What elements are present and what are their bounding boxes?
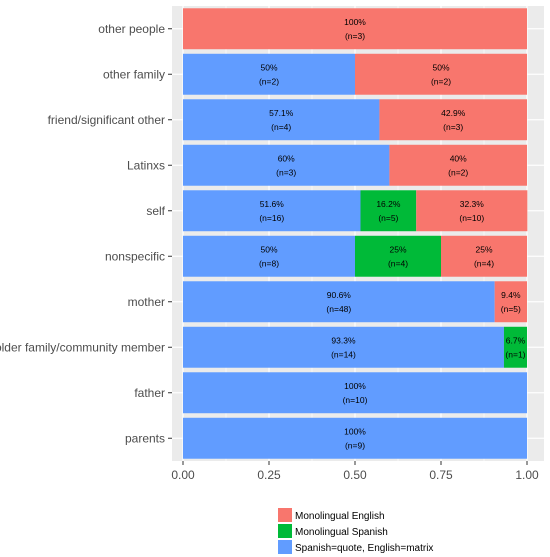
x-axis: 0.00 0.25 0.50 0.75 1.00	[171, 461, 539, 482]
bar-segment	[503, 326, 527, 368]
bar-percent-label: 100%	[344, 426, 366, 436]
bar-count-label: (n=48)	[326, 304, 351, 314]
bar-segment	[379, 99, 527, 141]
bar-count-label: (n=3)	[443, 122, 463, 132]
y-tick-label: other family	[103, 67, 165, 81]
legend-label: Monolingual Spanish	[295, 527, 388, 538]
legend-key	[278, 540, 292, 554]
bar-percent-label: 16.2%	[376, 199, 401, 209]
bar-percent-label: 32.3%	[460, 199, 485, 209]
bar-percent-label: 60%	[278, 153, 295, 163]
bar-count-label: (n=8)	[259, 258, 279, 268]
bar-segment	[183, 372, 527, 414]
bar-segment	[183, 144, 390, 186]
bar-segment	[360, 190, 417, 232]
bar-segment	[389, 144, 527, 186]
bar-percent-label: 42.9%	[441, 108, 466, 118]
bar-count-label: (n=2)	[431, 76, 451, 86]
bar-segment	[183, 417, 527, 459]
x-tick-label: 0.25	[257, 468, 281, 482]
bar-count-label: (n=5)	[501, 304, 521, 314]
bar-count-label: (n=16)	[259, 213, 284, 223]
legend-label: Monolingual English	[295, 511, 385, 522]
bar-labels: 100% (n=3) 50% (n=2) 50% (n=2) 57.1% (n=4) 42.9%…	[259, 17, 526, 451]
bar-percent-label: 51.6%	[260, 199, 285, 209]
y-tick-label: friend/significant other	[48, 113, 165, 127]
y-tick-label: Latinxs	[127, 158, 165, 172]
legend: Monolingual English Monolingual Spanish Sp…	[278, 508, 433, 554]
legend-label: Spanish=quote, English=matrix	[295, 543, 433, 554]
legend-key	[278, 508, 292, 522]
bar-count-label: (n=10)	[343, 395, 368, 405]
y-tick-label: parents	[125, 431, 165, 445]
bar-count-label: (n=10)	[459, 213, 484, 223]
bar-count-label: (n=1)	[505, 349, 525, 359]
bar-percent-label: 93.3%	[331, 335, 356, 345]
y-tick-label: father	[134, 386, 165, 400]
y-axis: other people other family friend/significa…	[0, 22, 172, 445]
y-tick-label: self	[146, 204, 165, 218]
bar-segment	[183, 53, 355, 95]
bar-segment	[355, 235, 441, 277]
bar-percent-label: 50%	[432, 62, 449, 72]
bar-segment	[183, 190, 361, 232]
bar-segment	[183, 235, 355, 277]
x-tick-label: 0.75	[429, 468, 453, 482]
bar-segment	[494, 281, 527, 323]
bar-segment	[183, 281, 495, 323]
bar-segment	[355, 53, 527, 95]
bar-percent-label: 100%	[344, 381, 366, 391]
bar-count-label: (n=9)	[345, 440, 365, 450]
bar-count-label: (n=5)	[378, 213, 398, 223]
bar-percent-label: 6.7%	[506, 335, 526, 345]
bar-segment	[183, 8, 527, 50]
bar-segment	[416, 190, 528, 232]
y-tick-label: mother	[128, 295, 165, 309]
x-tick-label: 1.00	[515, 468, 539, 482]
bar-segment	[183, 326, 504, 368]
bars	[183, 8, 528, 459]
x-tick-label: 0.50	[343, 468, 367, 482]
bar-count-label: (n=4)	[271, 122, 291, 132]
bar-count-label: (n=4)	[388, 258, 408, 268]
bar-count-label: (n=3)	[276, 167, 296, 177]
y-tick-label: older family/community member	[0, 340, 165, 354]
y-tick-label: nonspecific	[105, 249, 165, 263]
bar-percent-label: 90.6%	[327, 290, 352, 300]
bar-percent-label: 50%	[260, 62, 277, 72]
legend-key	[278, 524, 292, 538]
bar-count-label: (n=3)	[345, 31, 365, 41]
y-tick-label: other people	[98, 22, 165, 36]
bar-percent-label: 50%	[260, 244, 277, 254]
x-tick-label: 0.00	[171, 468, 195, 482]
bar-count-label: (n=14)	[331, 349, 356, 359]
bar-percent-label: 9.4%	[501, 290, 521, 300]
bar-count-label: (n=2)	[448, 167, 468, 177]
bar-percent-label: 25%	[389, 244, 406, 254]
bar-percent-label: 100%	[344, 17, 366, 27]
bar-percent-label: 25%	[475, 244, 492, 254]
bar-segment	[441, 235, 527, 277]
bar-count-label: (n=4)	[474, 258, 494, 268]
bar-segment	[183, 99, 380, 141]
bar-count-label: (n=2)	[259, 76, 279, 86]
bar-percent-label: 40%	[450, 153, 467, 163]
bar-percent-label: 57.1%	[269, 108, 294, 118]
